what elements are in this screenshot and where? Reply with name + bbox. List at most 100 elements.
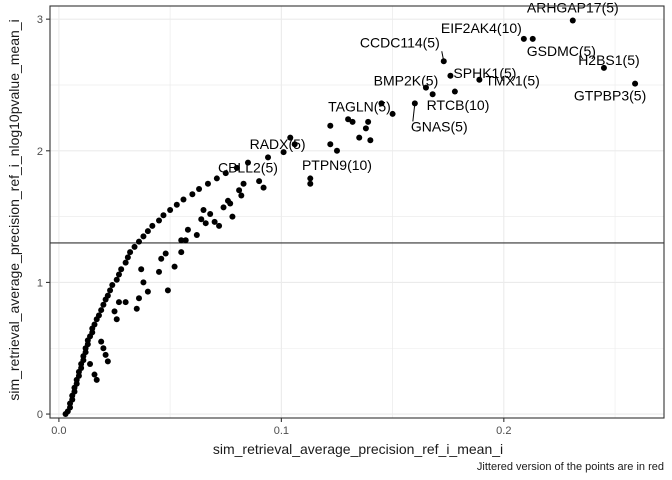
data-point	[173, 201, 180, 208]
point-label: BMP2K(5)	[374, 73, 439, 89]
data-point	[104, 358, 111, 365]
point-label: RTCB(10)	[427, 97, 490, 113]
data-point	[222, 170, 229, 177]
data-point	[164, 287, 171, 294]
data-point	[178, 249, 185, 256]
point-label: GNAS(5)	[411, 118, 468, 134]
data-point	[113, 316, 120, 323]
point-label: EIF2AK4(10)	[441, 20, 522, 36]
data-point	[198, 216, 205, 223]
data-point	[178, 237, 185, 244]
x-tick-label: 0.0	[51, 425, 66, 437]
data-point	[144, 228, 151, 235]
data-point	[115, 299, 122, 306]
x-axis-title: sim_retrieval_average_precision_ref_i_me…	[213, 441, 503, 457]
data-point	[233, 164, 240, 171]
data-point	[102, 351, 109, 358]
data-point	[422, 84, 429, 91]
data-point	[600, 64, 607, 71]
data-point	[307, 180, 314, 187]
data-point	[118, 266, 125, 273]
data-point	[196, 185, 203, 192]
data-point	[280, 149, 287, 156]
point-label: GTPBP3(5)	[574, 88, 646, 104]
data-point	[140, 279, 147, 286]
data-point	[162, 250, 169, 257]
data-point	[220, 204, 227, 211]
y-tick-label: 2	[37, 146, 43, 158]
data-point	[122, 299, 129, 306]
point-label: H2BS1(5)	[578, 52, 639, 68]
data-point	[447, 72, 454, 79]
data-point	[632, 80, 639, 87]
point-label: PTPN9(10)	[302, 157, 372, 173]
data-point	[349, 118, 356, 125]
data-point	[149, 222, 156, 229]
data-point	[240, 180, 247, 187]
data-point	[260, 184, 267, 191]
data-point	[229, 213, 236, 220]
data-point	[356, 134, 363, 141]
data-point	[122, 259, 129, 266]
data-point	[113, 276, 120, 283]
data-point	[451, 88, 458, 95]
data-point	[189, 191, 196, 198]
data-point	[127, 249, 134, 256]
data-point	[327, 122, 334, 129]
data-point	[91, 321, 98, 328]
data-point	[367, 137, 374, 144]
data-point	[100, 345, 107, 352]
data-point	[160, 212, 167, 219]
data-point	[569, 17, 576, 24]
point-label: TAGLN(5)	[328, 98, 391, 114]
data-point	[111, 308, 118, 315]
data-point	[109, 282, 116, 289]
data-point	[287, 134, 294, 141]
data-point	[184, 226, 191, 233]
data-point	[91, 371, 98, 378]
data-point	[213, 175, 220, 182]
data-point	[345, 116, 352, 123]
panel-background	[50, 6, 664, 418]
data-point	[193, 232, 200, 239]
data-point	[95, 312, 102, 319]
data-point	[100, 301, 107, 308]
data-point	[104, 292, 111, 299]
point-label: CCDC114(5)	[360, 34, 440, 50]
data-point	[476, 76, 483, 83]
data-point	[202, 220, 209, 227]
label-leader-line	[441, 51, 445, 62]
data-point	[333, 147, 340, 154]
point-label: RADX(5)	[250, 136, 306, 152]
data-point	[238, 192, 245, 199]
label-leader-lines	[412, 51, 445, 122]
data-point	[138, 266, 145, 273]
data-point	[520, 35, 527, 42]
data-point	[529, 35, 536, 42]
data-point	[144, 288, 151, 295]
data-point	[389, 110, 396, 117]
data-point	[429, 91, 436, 98]
data-point	[133, 305, 140, 312]
data-point	[87, 361, 94, 368]
data-point	[307, 175, 314, 182]
y-axis-title: sim_retrieval_average_precision_ref_i_nl…	[6, 19, 22, 400]
data-point	[156, 268, 163, 275]
gridlines	[50, 6, 664, 418]
data-point	[167, 207, 174, 214]
data-point	[93, 376, 100, 383]
data-point	[124, 254, 131, 261]
data-point	[207, 210, 214, 217]
point-label: CBLL2(5)	[218, 160, 278, 176]
point-label: ARHGAP17(5)	[527, 0, 619, 15]
data-point	[182, 237, 189, 244]
chart-caption: Jittered version of the points are in re…	[477, 461, 664, 473]
data-point	[256, 178, 263, 185]
y-tick-label: 3	[37, 14, 43, 26]
y-tick-label: 0	[37, 409, 43, 421]
data-point	[378, 100, 385, 107]
data-point	[158, 255, 165, 262]
data-point	[98, 338, 105, 345]
data-point	[180, 196, 187, 203]
data-point	[291, 141, 298, 148]
